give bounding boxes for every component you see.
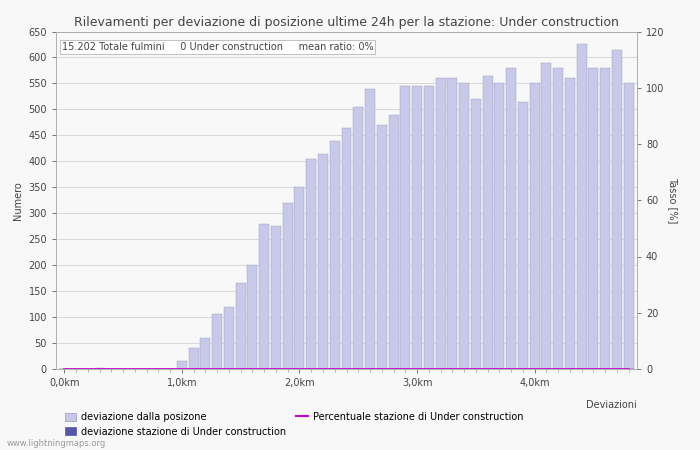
Bar — [306, 159, 316, 369]
Bar — [506, 68, 516, 369]
Bar — [553, 68, 564, 369]
Bar — [471, 99, 481, 369]
Bar — [530, 83, 540, 369]
Bar — [247, 265, 258, 369]
Bar — [412, 86, 422, 369]
Bar — [177, 361, 187, 369]
Bar — [435, 78, 446, 369]
Bar — [188, 348, 199, 369]
Bar — [600, 68, 610, 369]
Bar — [424, 86, 434, 369]
Bar — [295, 187, 304, 369]
Bar — [283, 203, 293, 369]
Y-axis label: Numero: Numero — [13, 181, 23, 220]
Y-axis label: Tasso [%]: Tasso [%] — [668, 177, 678, 224]
Legend: deviazione dalla posizone, deviazione stazione di Under construction, Percentual: deviazione dalla posizone, deviazione st… — [61, 408, 527, 441]
Bar — [200, 338, 211, 369]
Bar — [259, 224, 270, 369]
Bar — [541, 63, 552, 369]
Bar — [271, 226, 281, 369]
Bar — [518, 102, 528, 369]
Text: Deviazioni: Deviazioni — [587, 400, 637, 410]
Bar — [236, 284, 246, 369]
Bar — [330, 140, 340, 369]
Bar — [447, 78, 457, 369]
Bar — [377, 125, 387, 369]
Bar — [589, 68, 598, 369]
Bar — [624, 83, 634, 369]
Bar — [365, 89, 375, 369]
Bar — [400, 86, 410, 369]
Bar — [577, 45, 587, 369]
Bar — [318, 153, 328, 369]
Bar — [612, 50, 622, 369]
Text: 15.202 Totale fulmini     0 Under construction     mean ratio: 0%: 15.202 Totale fulmini 0 Under constructi… — [62, 42, 373, 52]
Bar — [459, 83, 469, 369]
Bar — [212, 315, 222, 369]
Bar — [389, 115, 398, 369]
Bar — [482, 76, 493, 369]
Bar — [342, 127, 351, 369]
Bar — [224, 307, 234, 369]
Title: Rilevamenti per deviazione di posizione ultime 24h per la stazione: Under constr: Rilevamenti per deviazione di posizione … — [74, 16, 619, 29]
Bar — [354, 107, 363, 369]
Bar — [494, 83, 505, 369]
Bar — [565, 78, 575, 369]
Text: www.lightningmaps.org: www.lightningmaps.org — [7, 439, 106, 448]
